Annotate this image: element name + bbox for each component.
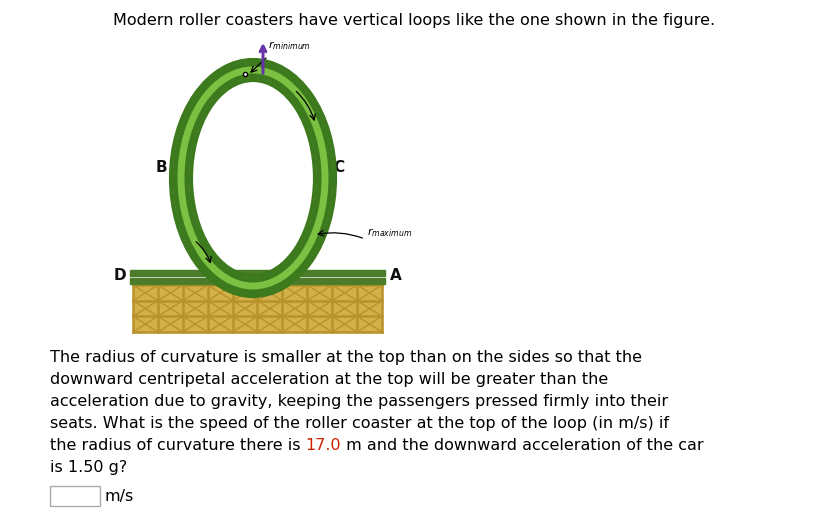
Text: D: D xyxy=(113,268,126,282)
Text: Modern roller coasters have vertical loops like the one shown in the figure.: Modern roller coasters have vertical loo… xyxy=(112,13,715,28)
Text: B: B xyxy=(155,160,167,176)
Text: seats. What is the speed of the roller coaster at the top of the loop (in m/s) i: seats. What is the speed of the roller c… xyxy=(50,416,668,431)
Text: is 1.50 g?: is 1.50 g? xyxy=(50,460,127,475)
Text: acceleration due to gravity, keeping the passengers pressed firmly into their: acceleration due to gravity, keeping the… xyxy=(50,394,667,409)
Text: $r_{maximum}$: $r_{maximum}$ xyxy=(366,227,412,239)
Bar xyxy=(130,278,385,284)
Text: C: C xyxy=(332,160,344,176)
Text: 17.0: 17.0 xyxy=(305,438,341,453)
Bar xyxy=(130,270,385,276)
Text: The radius of curvature is smaller at the top than on the sides so that the: The radius of curvature is smaller at th… xyxy=(50,350,641,365)
Bar xyxy=(50,486,100,506)
Text: m and the downward acceleration of the car: m and the downward acceleration of the c… xyxy=(341,438,703,453)
Text: the radius of curvature there is: the radius of curvature there is xyxy=(50,438,305,453)
Bar xyxy=(133,285,381,332)
Text: m/s: m/s xyxy=(105,489,134,503)
Text: A: A xyxy=(390,268,401,282)
Text: $r_{minimum}$: $r_{minimum}$ xyxy=(268,39,311,52)
Text: downward centripetal acceleration at the top will be greater than the: downward centripetal acceleration at the… xyxy=(50,372,608,387)
